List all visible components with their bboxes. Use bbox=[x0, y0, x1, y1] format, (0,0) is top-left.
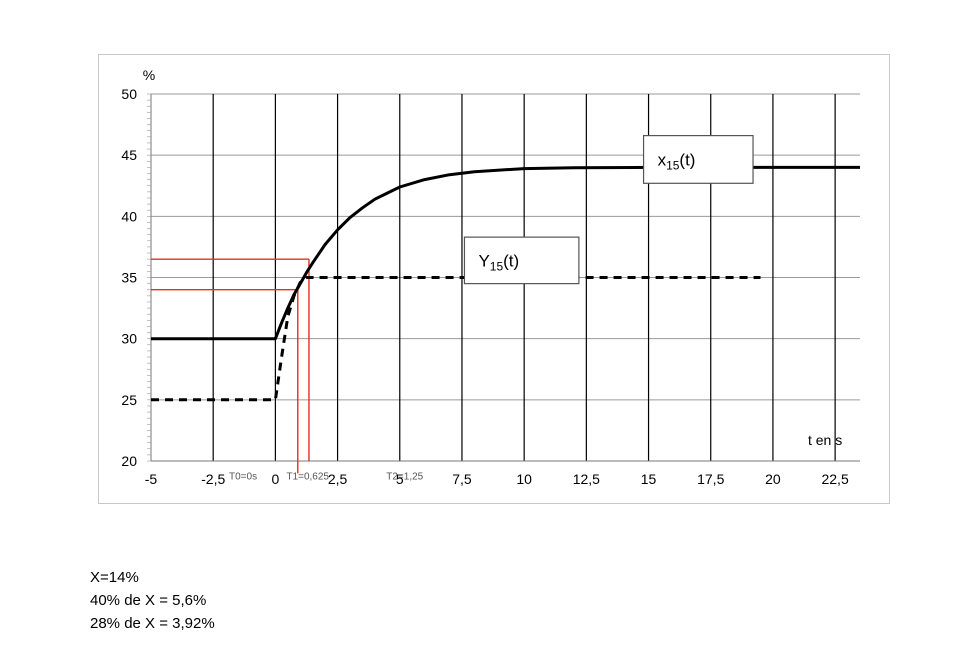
x-tick-label: 2,5 bbox=[328, 471, 348, 487]
notes-block: X=14% 40% de X = 5,6% 28% de X = 3,92% bbox=[90, 566, 215, 635]
legend-box-x15 bbox=[642, 134, 754, 184]
x-tick-label: 5 bbox=[396, 471, 404, 487]
note-line-1: X=14% bbox=[90, 569, 139, 586]
x-tick-label: 0 bbox=[271, 471, 279, 487]
y-tick-label: 40 bbox=[121, 208, 137, 224]
x-tick-label: -5 bbox=[145, 471, 158, 487]
y-tick-label: 50 bbox=[121, 86, 137, 102]
y-tick-label: 30 bbox=[121, 331, 137, 347]
x-tick-label: 10 bbox=[516, 471, 532, 487]
time-annotation: T0=0s bbox=[229, 472, 257, 483]
x-axis-label: t en s bbox=[808, 432, 842, 448]
time-annotation: T1=0,625 bbox=[286, 472, 329, 483]
legend-box-y15 bbox=[463, 236, 580, 285]
y-tick-label: 45 bbox=[121, 147, 137, 163]
x-tick-label: -2,5 bbox=[201, 471, 225, 487]
legend-label-x15: x15(t) bbox=[658, 150, 696, 172]
y-tick-label: 25 bbox=[121, 392, 137, 408]
x-tick-label: 17,5 bbox=[697, 471, 724, 487]
legend-label-y15: Y15(t) bbox=[478, 251, 519, 273]
x-tick-label: 20 bbox=[765, 471, 781, 487]
x-tick-label: 12,5 bbox=[573, 471, 600, 487]
y-axis-label: % bbox=[143, 67, 155, 83]
time-annotation: T2=1,25 bbox=[386, 472, 423, 483]
note-line-3: 28% de X = 3,92% bbox=[90, 615, 215, 632]
x-tick-label: 22,5 bbox=[821, 471, 848, 487]
note-line-2: 40% de X = 5,6% bbox=[90, 592, 207, 609]
x-tick-label: 15 bbox=[641, 471, 657, 487]
y-tick-label: 20 bbox=[121, 453, 137, 469]
x-tick-label: 7,5 bbox=[452, 471, 472, 487]
y-tick-label: 35 bbox=[121, 270, 137, 286]
